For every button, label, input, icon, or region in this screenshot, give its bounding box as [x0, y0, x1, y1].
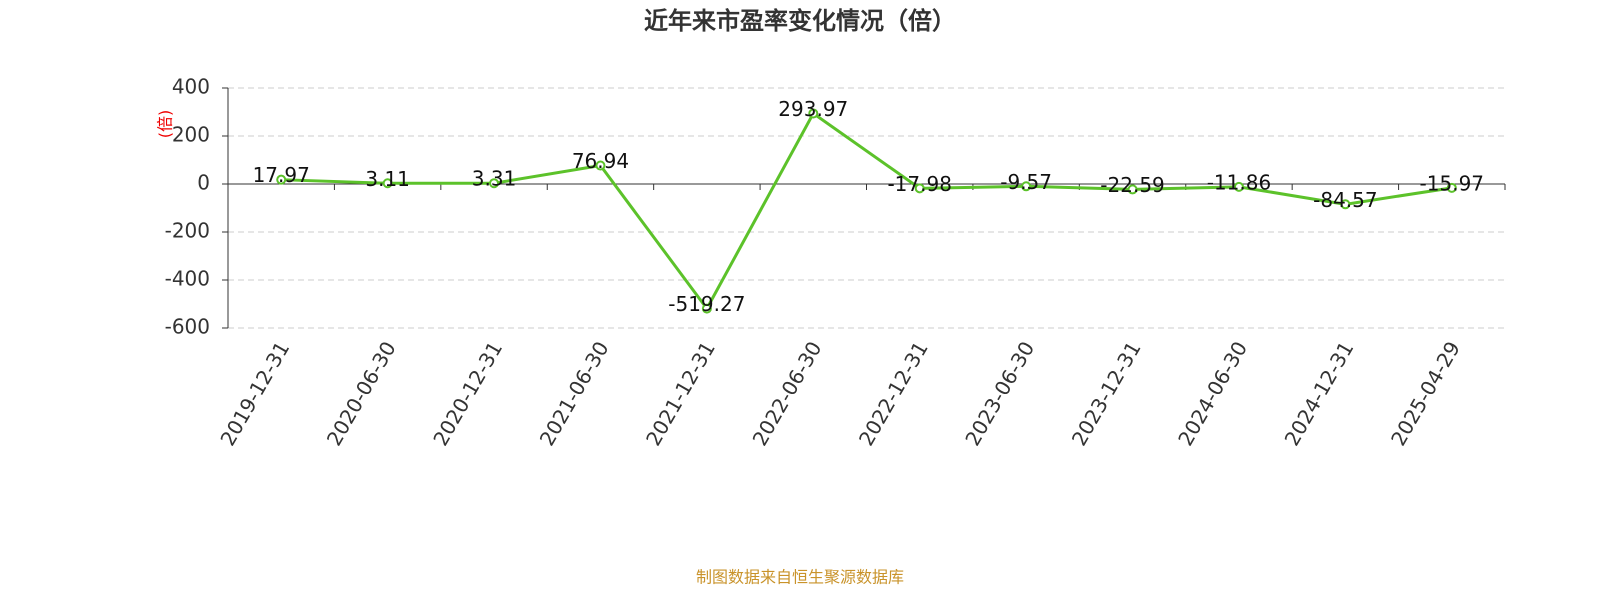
x-tick-label: 2021-06-30	[535, 337, 614, 450]
x-tick-label: 2019-12-31	[215, 337, 294, 450]
point	[1233, 181, 1244, 192]
point	[276, 174, 287, 185]
point	[808, 108, 819, 119]
data-label: 293.97	[778, 97, 848, 121]
data-label: -519.27	[668, 292, 745, 316]
y-tick-label: -600	[165, 315, 210, 339]
point	[1340, 199, 1351, 210]
x-tick-label: 2025-04-29	[1386, 337, 1465, 450]
y-axis-label: (倍)	[156, 110, 175, 139]
point	[595, 160, 606, 171]
data-label: 76.94	[572, 149, 629, 173]
source-note: 制图数据来自恒生聚源数据库	[696, 568, 904, 587]
x-tick-label: 2024-12-31	[1280, 337, 1359, 450]
y-tick-label: 200	[172, 123, 210, 147]
x-tick-label: 2023-06-30	[960, 337, 1039, 450]
data-label: 3.11	[365, 167, 410, 191]
point	[914, 183, 925, 194]
x-tick-label: 2024-06-30	[1173, 337, 1252, 450]
x-tick-label: 2021-12-31	[641, 337, 720, 450]
y-tick-label: -200	[165, 219, 210, 243]
x-tick-label: 2020-06-30	[322, 337, 401, 450]
data-label: 17.97	[253, 163, 310, 187]
data-label: -11.86	[1207, 170, 1271, 194]
point	[1446, 182, 1457, 193]
data-label: -17.98	[887, 172, 951, 196]
data-label: 3.31	[472, 167, 517, 191]
point	[489, 178, 500, 189]
x-tick-label: 2023-12-31	[1067, 337, 1146, 450]
x-tick-label: 2022-12-31	[854, 337, 933, 450]
chart-title: 近年来市盈率变化情况（倍）	[644, 7, 956, 35]
point	[1021, 181, 1032, 192]
data-label: -9.57	[1000, 170, 1052, 194]
data-label: -15.97	[1420, 171, 1484, 195]
y-tick-label: -400	[165, 267, 210, 291]
data-label: -22.59	[1100, 173, 1164, 197]
y-tick-label: 400	[172, 75, 210, 99]
point	[1127, 184, 1138, 195]
y-tick-label: 0	[197, 171, 210, 195]
data-label: -84.57	[1313, 188, 1377, 212]
line	[281, 111, 1453, 312]
point	[382, 178, 393, 189]
x-tick-label: 2022-06-30	[747, 337, 826, 450]
x-tick-label: 2020-12-31	[428, 337, 507, 450]
point	[701, 303, 712, 314]
